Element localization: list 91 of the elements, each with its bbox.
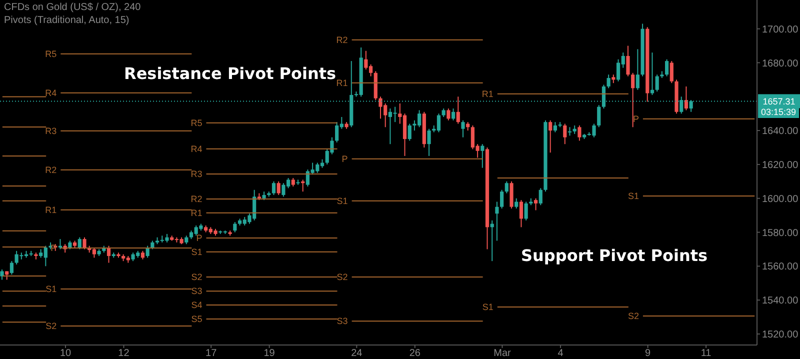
candlestick	[10, 260, 14, 276]
annotation: Support Pivot Points	[521, 246, 708, 265]
series-label: R3	[45, 126, 57, 136]
text: R2	[336, 34, 348, 45]
candlestick	[553, 122, 557, 133]
candlestick	[665, 58, 669, 77]
text: S1	[482, 302, 494, 312]
x-tick-label: 26	[409, 348, 421, 359]
candlestick	[538, 188, 542, 206]
x-tick-label: Mar	[494, 348, 512, 359]
candlestick	[500, 189, 504, 210]
text: R1	[482, 88, 494, 99]
candlestick	[670, 60, 674, 84]
candlestick	[296, 179, 300, 186]
series-label: R4	[45, 88, 57, 98]
text: S2	[46, 321, 57, 332]
candlestick	[408, 123, 412, 142]
candlestick	[606, 74, 610, 89]
x-tick-label: 11	[700, 348, 712, 359]
candlestick	[504, 180, 508, 194]
series-label: R2	[45, 164, 57, 175]
candlestick	[514, 198, 518, 210]
candlestick	[495, 201, 499, 242]
y-tick-label: 1700.00	[762, 24, 799, 36]
ref-line-label: 1657.31	[762, 96, 796, 107]
chart-title: CFDs on Gold (US$ / OZ), 240	[4, 2, 141, 13]
candlestick	[626, 45, 630, 77]
text: P	[632, 114, 639, 124]
y-tick-label: 1640.00	[762, 126, 799, 138]
candlestick	[82, 236, 86, 250]
y-tick-label: 1680.00	[762, 58, 799, 70]
series-label: S2	[336, 272, 348, 282]
candlestick	[655, 74, 659, 92]
candlestick	[578, 124, 582, 142]
series-label: S4	[191, 300, 202, 310]
text: R2	[190, 194, 202, 204]
candlestick	[480, 144, 484, 168]
candlestick	[519, 200, 524, 228]
series-label: R5	[45, 48, 57, 59]
candlestick	[276, 180, 280, 196]
candlestick	[427, 128, 431, 156]
text: R3	[190, 168, 202, 179]
text: S2	[191, 272, 202, 282]
text: S1	[191, 246, 202, 257]
candlestick	[510, 180, 514, 210]
candlestick	[524, 201, 528, 221]
text: R1	[336, 78, 348, 88]
y-tick-label: 1540.00	[762, 296, 799, 307]
y-tick-label: 1580.00	[762, 228, 799, 239]
x-tick-label: 24	[351, 348, 363, 359]
text: S2	[628, 311, 639, 322]
x-tick-label: 19	[264, 348, 276, 359]
x-tick-label: 10	[60, 348, 72, 359]
text: R5	[190, 118, 202, 128]
x-tick-label: 12	[118, 348, 130, 359]
candlestick	[548, 120, 552, 154]
x-tick-label: 17	[206, 348, 218, 359]
series-label: S1	[46, 284, 57, 294]
annotation: Resistance Pivot Points	[124, 64, 336, 83]
text: R1	[45, 204, 57, 215]
candlestick	[451, 108, 456, 121]
text: S1	[628, 190, 639, 201]
x-tick-label: 4	[558, 348, 564, 359]
candlestick	[684, 86, 688, 111]
candlestick	[233, 222, 237, 233]
candlestick	[636, 48, 640, 90]
candlestick	[597, 104, 601, 128]
text: R4	[190, 144, 202, 154]
y-tick-label: 1520.00	[762, 330, 799, 341]
text: P	[196, 233, 202, 244]
candlestick	[0, 269, 4, 280]
candlestick	[534, 198, 538, 211]
candlestick	[446, 108, 450, 121]
candlestick	[272, 180, 276, 196]
series-label: S3	[191, 286, 202, 296]
candlestick	[563, 123, 567, 145]
y-tick-label: 1600.00	[762, 194, 799, 205]
series-label: R1	[190, 208, 202, 218]
candlestick	[631, 72, 635, 128]
text: Pivots (Traditional, Auto, 15)	[4, 15, 130, 26]
text: S3	[336, 316, 348, 326]
candlestick	[461, 120, 465, 138]
text: S1	[336, 196, 348, 206]
x-tick-label: 9	[645, 348, 652, 359]
text: P	[342, 154, 348, 164]
series-label: S5	[191, 314, 202, 324]
y-tick-label: 1560.00	[762, 262, 799, 273]
text: 03:15:39	[758, 106, 800, 118]
candlestick	[78, 236, 82, 250]
candlestick	[456, 96, 460, 124]
y-tick-label: 1620.00	[762, 160, 799, 171]
